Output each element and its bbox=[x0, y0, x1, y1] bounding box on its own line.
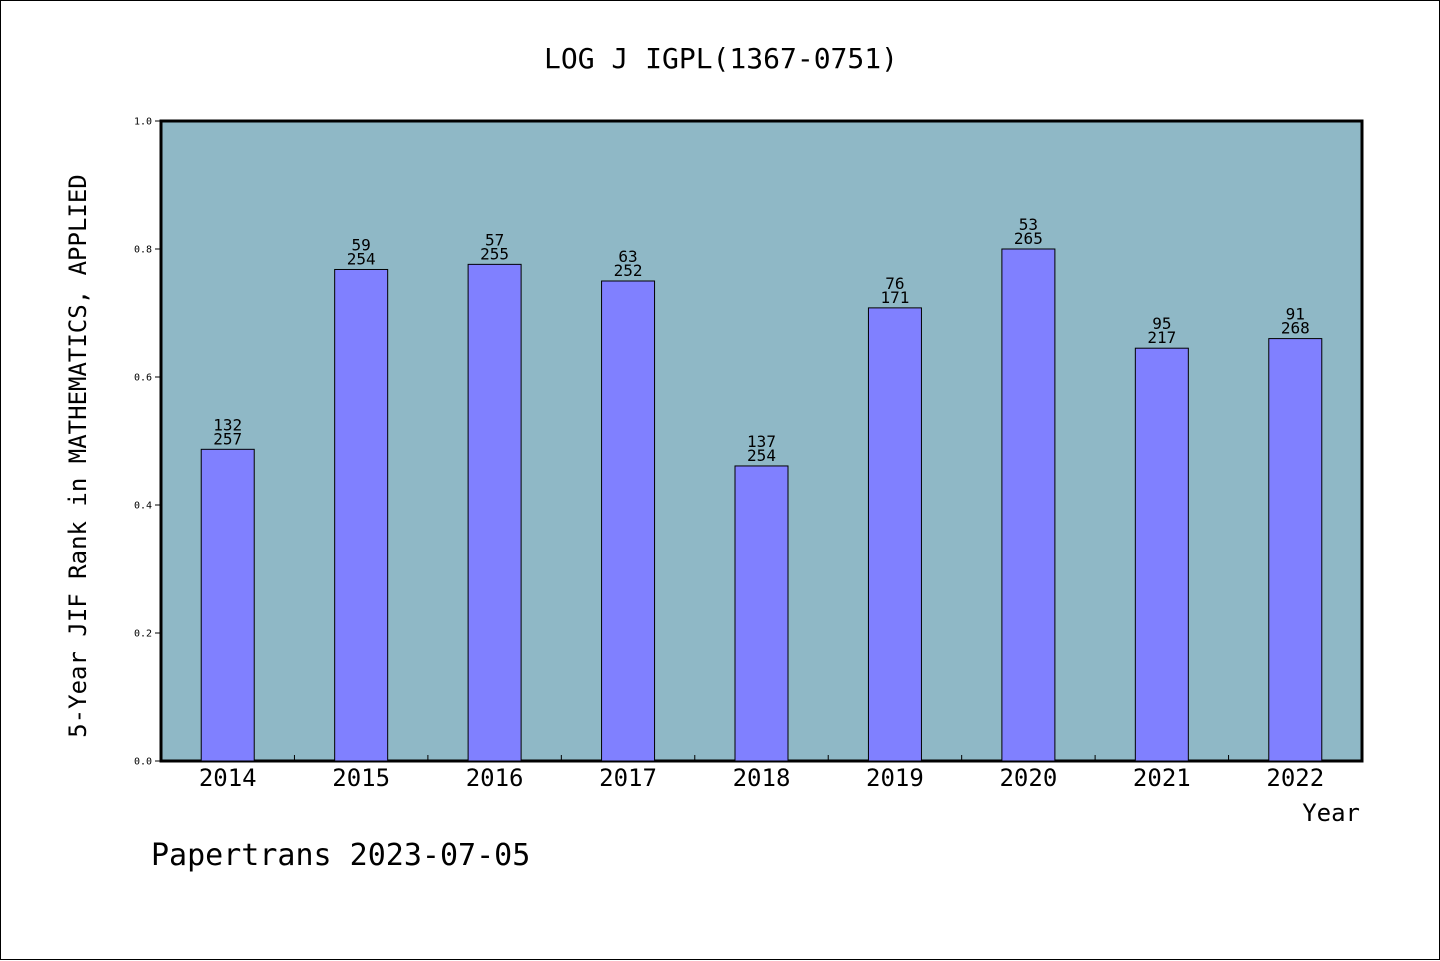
y-tick-label: 1.0 bbox=[134, 117, 152, 128]
total-label-2022: 268 bbox=[1281, 319, 1310, 338]
y-tick-label: 0.8 bbox=[134, 245, 152, 256]
bar-2019 bbox=[867, 307, 922, 762]
rank-label-2018: 137 bbox=[747, 432, 776, 451]
bar-2015 bbox=[334, 268, 389, 762]
total-label-2016: 255 bbox=[480, 244, 509, 263]
chart-title: LOG J IGPL(1367-0751) bbox=[544, 42, 898, 75]
bars-group bbox=[200, 248, 1323, 762]
x-tick-label-2016: 2016 bbox=[466, 764, 524, 792]
y-tick-label: 0.2 bbox=[134, 629, 152, 640]
y-axis-ticks: 0.0 0.2 0.4 0.6 0.8 1.0 bbox=[134, 117, 161, 768]
x-tick-label-2017: 2017 bbox=[599, 764, 657, 792]
x-tick-label-2014: 2014 bbox=[199, 764, 257, 792]
bar-2018 bbox=[734, 465, 789, 762]
rank-label-2014: 132 bbox=[213, 415, 242, 434]
total-label-2018: 254 bbox=[747, 446, 776, 465]
total-label-2017: 252 bbox=[614, 261, 643, 280]
x-tick-label-2020: 2020 bbox=[999, 764, 1057, 792]
total-label-2021: 217 bbox=[1147, 328, 1176, 347]
total-label-2019: 171 bbox=[880, 288, 909, 307]
y-tick-label: 0.0 bbox=[134, 757, 152, 768]
x-tick-label-2015: 2015 bbox=[332, 764, 390, 792]
rank-label-2020: 53 bbox=[1019, 215, 1038, 234]
rank-label-2022: 91 bbox=[1286, 305, 1305, 324]
bar-2020 bbox=[1001, 248, 1056, 762]
total-label-2014: 257 bbox=[213, 429, 242, 448]
total-label-2020: 265 bbox=[1014, 229, 1043, 248]
x-tick-label-2019: 2019 bbox=[866, 764, 924, 792]
bar-2021 bbox=[1134, 347, 1189, 762]
bar-2022 bbox=[1268, 338, 1323, 762]
y-axis-label: 5-Year JIF Rank in MATHEMATICS, APPLIED bbox=[64, 174, 92, 738]
bar-2016 bbox=[467, 263, 522, 762]
bar-2014 bbox=[200, 448, 255, 762]
y-tick-label: 0.6 bbox=[134, 373, 152, 384]
rank-label-2017: 63 bbox=[618, 247, 637, 266]
x-tick-label-2018: 2018 bbox=[733, 764, 791, 792]
footer-credit: Papertrans 2023-07-05 bbox=[151, 838, 530, 873]
rank-label-2016: 57 bbox=[485, 230, 504, 249]
x-tick-label-2021: 2021 bbox=[1133, 764, 1191, 792]
bar-2017 bbox=[601, 280, 656, 762]
rank-label-2015: 59 bbox=[352, 235, 371, 254]
total-label-2015: 254 bbox=[347, 249, 376, 268]
y-tick-label: 0.4 bbox=[134, 501, 152, 512]
rank-label-2021: 95 bbox=[1152, 314, 1171, 333]
x-axis-label: Year bbox=[1302, 799, 1360, 827]
x-tick-label-2022: 2022 bbox=[1266, 764, 1324, 792]
x-axis-ticks: 2014 2015 2016 2017 2018 2019 2020 2021 2022 bbox=[199, 755, 1324, 792]
rank-label-2019: 76 bbox=[885, 274, 904, 293]
